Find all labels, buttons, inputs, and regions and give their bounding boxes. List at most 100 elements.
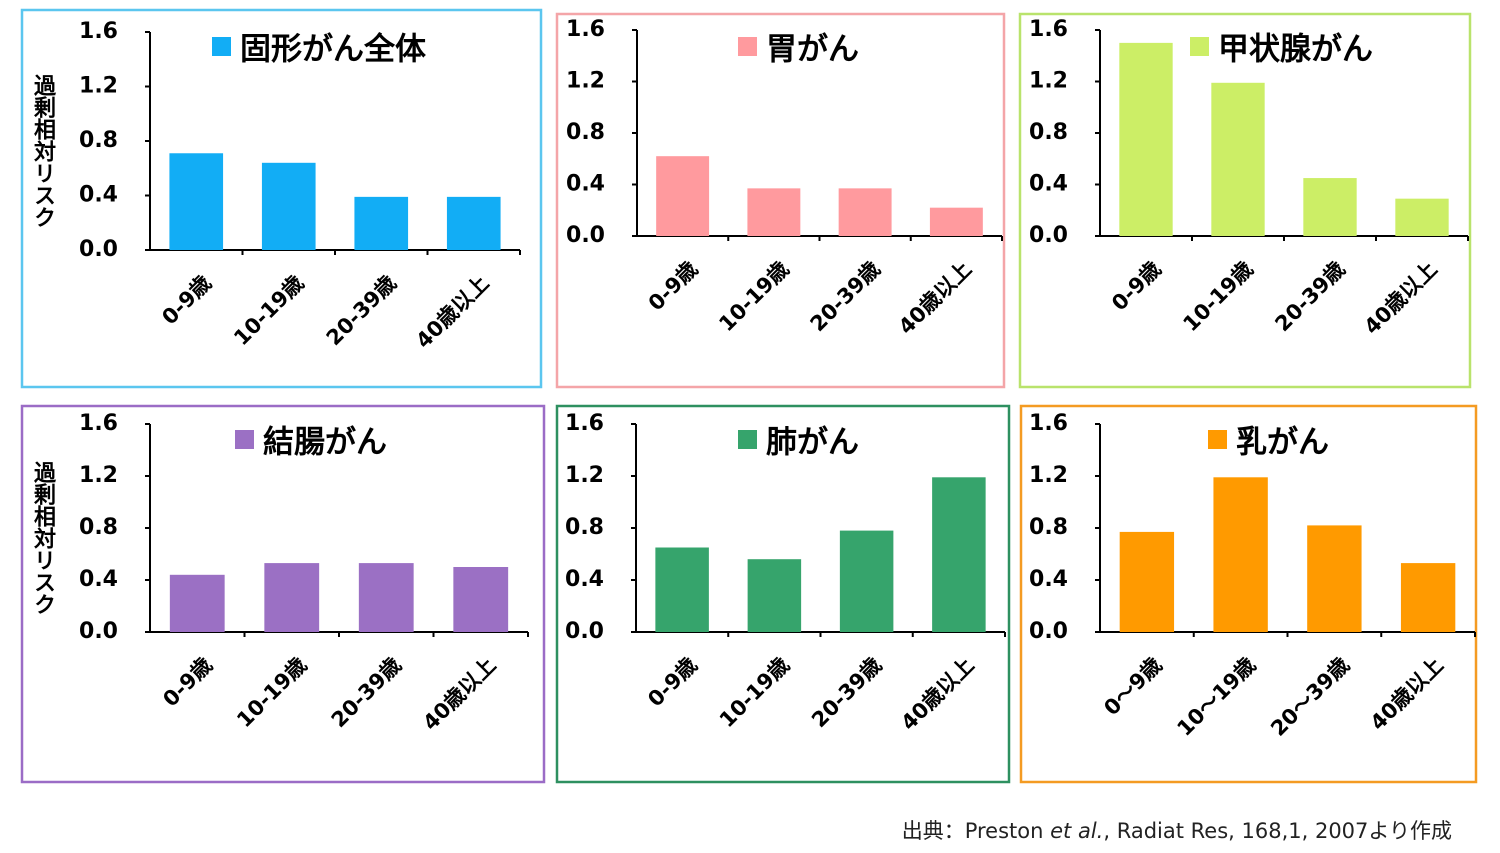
y-tick-label: 1.2 xyxy=(566,69,605,94)
x-tick-label: 10-19歳 xyxy=(715,653,794,732)
x-tick-label: 0-9歳 xyxy=(644,257,703,316)
bar xyxy=(1303,178,1357,236)
y-tick-label: 1.6 xyxy=(566,17,605,42)
panel-frame xyxy=(1018,12,1472,389)
y-tick-label: 0.0 xyxy=(79,619,118,644)
legend-swatch xyxy=(212,37,231,56)
chart-title: 胃がん xyxy=(766,32,859,68)
bar xyxy=(1211,82,1265,236)
y-tick-label: 1.2 xyxy=(1029,463,1068,488)
bar xyxy=(264,563,320,632)
y-tick-label: 0.0 xyxy=(1029,223,1068,248)
x-tick-label: 40歳以上 xyxy=(1366,653,1448,735)
x-tick-label: 40歳以上 xyxy=(411,271,493,353)
x-tick-label: 0～9歳 xyxy=(1099,653,1166,720)
x-tick-label: 40歳以上 xyxy=(894,257,976,339)
bar xyxy=(169,574,225,632)
y-tick-label: 1.6 xyxy=(79,19,118,44)
y-tick-label: 0.8 xyxy=(566,120,605,145)
bar xyxy=(747,559,802,632)
bar xyxy=(655,547,709,632)
x-tick-label: 0-9歳 xyxy=(157,271,216,330)
bar xyxy=(1307,525,1362,632)
legend-swatch xyxy=(738,430,757,449)
y-tick-label: 1.2 xyxy=(1029,69,1068,94)
bar xyxy=(1213,477,1268,632)
y-tick-label: 0.4 xyxy=(79,567,118,592)
y-tick-label: 0.8 xyxy=(1029,515,1068,540)
y-tick-label: 1.2 xyxy=(79,463,118,488)
bar xyxy=(656,156,710,236)
y-tick-label: 0.0 xyxy=(1029,619,1068,644)
y-tick-label: 1.6 xyxy=(79,411,118,436)
x-tick-label: 20-39歳 xyxy=(322,271,401,350)
y-tick-label: 1.6 xyxy=(1029,411,1068,436)
chart-title: 甲状腺がん xyxy=(1218,32,1373,68)
bar xyxy=(839,530,894,632)
bar xyxy=(354,196,409,250)
source-prefix: 出典：Preston xyxy=(902,819,1050,843)
y-tick-label: 0.4 xyxy=(565,567,604,592)
y-tick-label: 0.8 xyxy=(79,515,118,540)
y-tick-label: 1.2 xyxy=(79,74,118,99)
y-tick-label: 1.6 xyxy=(1029,17,1068,42)
y-axis-label: 過剰相対リスク xyxy=(30,73,57,228)
bar xyxy=(929,207,983,236)
y-tick-label: 0.8 xyxy=(79,128,118,153)
x-tick-label: 10～19歳 xyxy=(1172,653,1260,741)
panel-frame xyxy=(20,404,546,784)
x-tick-label: 10-19歳 xyxy=(232,653,311,732)
bar xyxy=(1119,531,1175,632)
y-tick-label: 0.4 xyxy=(1029,567,1068,592)
x-tick-label: 40歳以上 xyxy=(1360,257,1442,339)
y-tick-label: 0.0 xyxy=(566,223,605,248)
bar xyxy=(1400,563,1456,632)
x-tick-label: 40歳以上 xyxy=(896,653,978,735)
bar xyxy=(446,196,501,250)
x-tick-label: 20-39歳 xyxy=(807,653,886,732)
panel-frame xyxy=(555,12,1006,389)
bar xyxy=(1395,198,1449,236)
legend-swatch xyxy=(1208,430,1227,449)
legend-swatch xyxy=(235,430,254,449)
legend-swatch xyxy=(1190,37,1209,56)
chart-title: 固形がん全体 xyxy=(240,32,426,68)
x-tick-label: 20-39歳 xyxy=(806,257,885,336)
bar xyxy=(932,477,986,632)
x-tick-label: 20-39歳 xyxy=(1270,257,1349,336)
bar xyxy=(747,188,801,236)
y-tick-label: 0.4 xyxy=(1029,172,1068,197)
x-tick-label: 10-19歳 xyxy=(229,271,308,350)
y-tick-label: 0.8 xyxy=(565,515,604,540)
bar xyxy=(261,162,316,250)
y-tick-label: 1.6 xyxy=(565,411,604,436)
chart-title: 乳がん xyxy=(1236,425,1329,461)
y-tick-label: 0.0 xyxy=(79,237,118,262)
x-tick-label: 10-19歳 xyxy=(714,257,793,336)
panel-frame xyxy=(555,404,1011,784)
panel-frame xyxy=(20,8,543,389)
legend-swatch xyxy=(738,37,757,56)
x-tick-label: 40歳以上 xyxy=(418,653,500,735)
x-tick-label: 0-9歳 xyxy=(643,653,702,712)
x-tick-label: 20-39歳 xyxy=(327,653,406,732)
x-tick-label: 0-9歳 xyxy=(1107,257,1166,316)
source-italic: et al. xyxy=(1050,819,1103,843)
y-axis-label: 過剰相対リスク xyxy=(30,460,57,615)
x-tick-label: 10-19歳 xyxy=(1178,257,1257,336)
y-tick-label: 0.0 xyxy=(565,619,604,644)
bar xyxy=(169,153,224,250)
y-tick-label: 0.4 xyxy=(79,183,118,208)
x-tick-label: 0-9歳 xyxy=(158,653,217,712)
source-suffix: , Radiat Res, 168,1, 2007より作成 xyxy=(1103,819,1452,843)
x-tick-label: 20～39歳 xyxy=(1266,653,1354,741)
bar xyxy=(1119,42,1173,236)
bar xyxy=(453,567,509,632)
bar xyxy=(358,563,414,632)
y-tick-label: 1.2 xyxy=(565,463,604,488)
panel-frame xyxy=(1019,404,1478,784)
source-note: 出典：Preston et al., Radiat Res, 168,1, 20… xyxy=(902,819,1452,843)
y-tick-label: 0.4 xyxy=(566,172,605,197)
